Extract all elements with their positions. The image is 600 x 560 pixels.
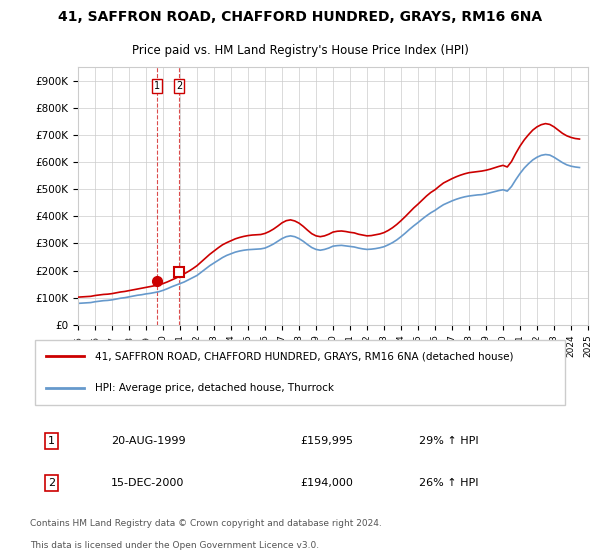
Text: 26% ↑ HPI: 26% ↑ HPI — [419, 478, 478, 488]
Text: Contains HM Land Registry data © Crown copyright and database right 2024.: Contains HM Land Registry data © Crown c… — [30, 519, 382, 528]
Text: 41, SAFFRON ROAD, CHAFFORD HUNDRED, GRAYS, RM16 6NA: 41, SAFFRON ROAD, CHAFFORD HUNDRED, GRAY… — [58, 10, 542, 24]
Text: £194,000: £194,000 — [300, 478, 353, 488]
Text: 20-AUG-1999: 20-AUG-1999 — [111, 436, 185, 446]
Text: This data is licensed under the Open Government Licence v3.0.: This data is licensed under the Open Gov… — [30, 541, 319, 550]
Text: Price paid vs. HM Land Registry's House Price Index (HPI): Price paid vs. HM Land Registry's House … — [131, 44, 469, 57]
Text: 15-DEC-2000: 15-DEC-2000 — [111, 478, 184, 488]
Text: £159,995: £159,995 — [300, 436, 353, 446]
FancyBboxPatch shape — [35, 339, 565, 405]
Text: 1: 1 — [154, 81, 160, 91]
Text: 41, SAFFRON ROAD, CHAFFORD HUNDRED, GRAYS, RM16 6NA (detached house): 41, SAFFRON ROAD, CHAFFORD HUNDRED, GRAY… — [95, 351, 513, 361]
Text: HPI: Average price, detached house, Thurrock: HPI: Average price, detached house, Thur… — [95, 384, 334, 394]
Text: 1: 1 — [48, 436, 55, 446]
Text: 2: 2 — [48, 478, 55, 488]
Text: 29% ↑ HPI: 29% ↑ HPI — [419, 436, 478, 446]
Text: 2: 2 — [176, 81, 182, 91]
